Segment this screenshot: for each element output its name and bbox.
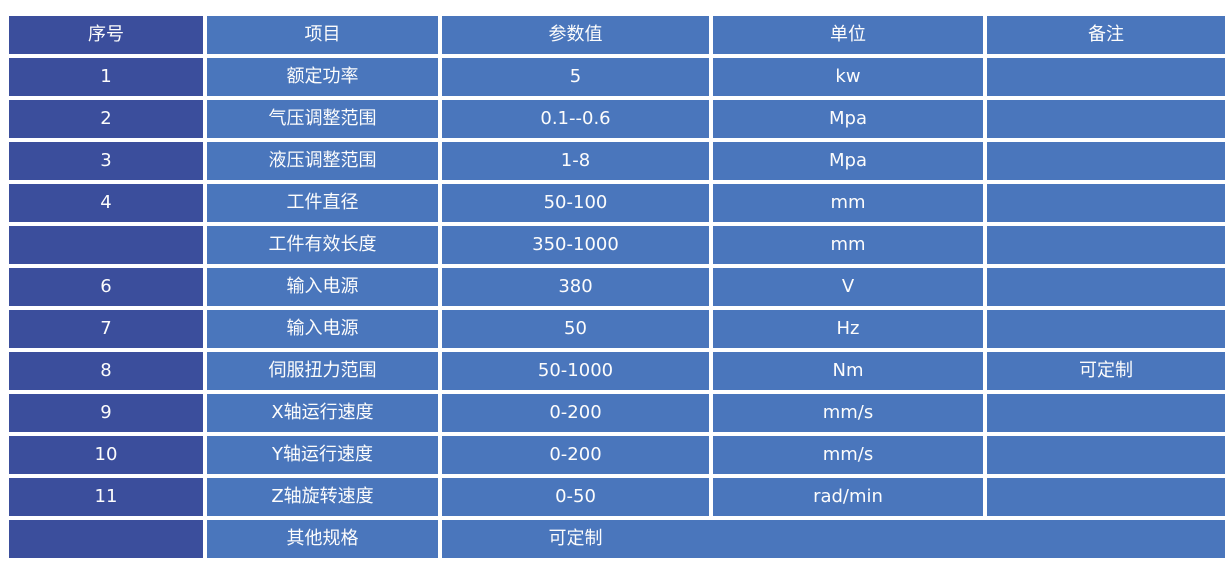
item-cell: 其他规格	[207, 520, 438, 558]
unit-cell: Nm	[713, 352, 983, 390]
value-cell: 50	[442, 310, 709, 348]
value-cell: 1-8	[442, 142, 709, 180]
serial-cell: 4	[9, 184, 203, 222]
item-cell: 工件有效长度	[207, 226, 438, 264]
unit-cell: Hz	[713, 310, 983, 348]
item-cell: 额定功率	[207, 58, 438, 96]
item-cell: Z轴旋转速度	[207, 478, 438, 516]
serial-cell: 3	[9, 142, 203, 180]
serial-cell: 11	[9, 478, 203, 516]
serial-cell	[9, 520, 203, 558]
unit-cell: mm	[713, 184, 983, 222]
note-cell	[987, 58, 1225, 96]
unit-cell: mm/s	[713, 436, 983, 474]
unit-cell: Mpa	[713, 100, 983, 138]
item-cell: Y轴运行速度	[207, 436, 438, 474]
serial-cell: 1	[9, 58, 203, 96]
serial-cell: 8	[9, 352, 203, 390]
spec-table: 序号 项目 参数值 单位 备注 1 额定功率 5 kw 2 气压调整范围 0.1--0.6 Mpa 3 液压…	[9, 16, 1225, 558]
note-cell	[987, 310, 1225, 348]
item-cell: 输入电源	[207, 268, 438, 306]
merged-value-cell: 可定制	[442, 520, 1225, 558]
note-cell: 可定制	[987, 352, 1225, 390]
item-cell: X轴运行速度	[207, 394, 438, 432]
value-cell: 50-1000	[442, 352, 709, 390]
note-cell	[987, 268, 1225, 306]
note-cell	[987, 142, 1225, 180]
unit-cell: mm/s	[713, 394, 983, 432]
unit-cell: mm	[713, 226, 983, 264]
header-unit: 单位	[713, 16, 983, 54]
item-cell: 输入电源	[207, 310, 438, 348]
header-item: 项目	[207, 16, 438, 54]
serial-cell: 6	[9, 268, 203, 306]
serial-cell: 10	[9, 436, 203, 474]
serial-cell	[9, 226, 203, 264]
unit-cell: V	[713, 268, 983, 306]
note-cell	[987, 100, 1225, 138]
note-cell	[987, 436, 1225, 474]
header-no: 序号	[9, 16, 203, 54]
note-cell	[987, 478, 1225, 516]
value-cell: 380	[442, 268, 709, 306]
header-value: 参数值	[442, 16, 709, 54]
unit-cell: rad/min	[713, 478, 983, 516]
unit-cell: Mpa	[713, 142, 983, 180]
serial-cell: 7	[9, 310, 203, 348]
serial-cell: 2	[9, 100, 203, 138]
value-cell: 0-200	[442, 394, 709, 432]
unit-cell: kw	[713, 58, 983, 96]
header-note: 备注	[987, 16, 1225, 54]
item-cell: 液压调整范围	[207, 142, 438, 180]
note-cell	[987, 226, 1225, 264]
item-cell: 工件直径	[207, 184, 438, 222]
item-cell: 伺服扭力范围	[207, 352, 438, 390]
value-cell: 0-50	[442, 478, 709, 516]
value-cell: 0.1--0.6	[442, 100, 709, 138]
value-text: 可定制	[548, 528, 603, 549]
serial-cell: 9	[9, 394, 203, 432]
value-cell: 0-200	[442, 436, 709, 474]
value-cell: 50-100	[442, 184, 709, 222]
value-cell: 5	[442, 58, 709, 96]
note-cell	[987, 394, 1225, 432]
item-cell: 气压调整范围	[207, 100, 438, 138]
value-cell: 350-1000	[442, 226, 709, 264]
note-cell	[987, 184, 1225, 222]
